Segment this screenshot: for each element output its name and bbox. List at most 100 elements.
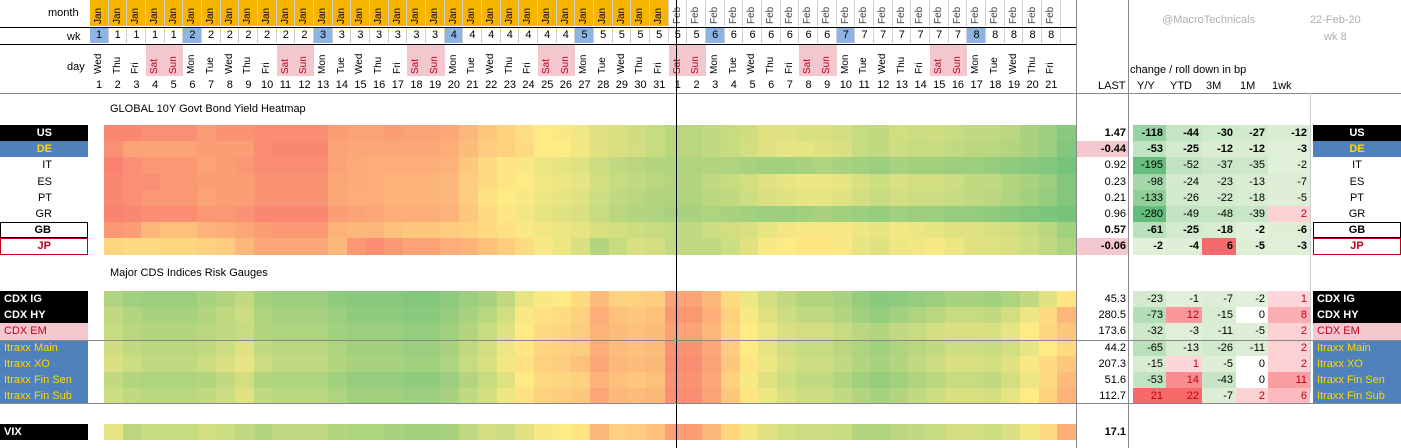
week-cell xyxy=(426,27,445,43)
month-cell xyxy=(370,0,389,26)
heat-cell xyxy=(347,189,367,206)
week-number: 2 xyxy=(208,29,215,41)
week-cell xyxy=(258,27,277,43)
heat-cell xyxy=(739,307,759,324)
heat-cell xyxy=(982,173,1002,190)
month-label: Feb xyxy=(671,6,683,24)
change-value: -24 xyxy=(1166,173,1202,190)
month-cell xyxy=(407,0,427,26)
heat-cell xyxy=(122,173,142,190)
heat-cell xyxy=(309,157,329,174)
heat-cell xyxy=(178,125,198,142)
heat-cell xyxy=(365,173,385,190)
heat-cell xyxy=(664,372,684,389)
heat-cell xyxy=(683,355,703,372)
heat-cell xyxy=(178,189,198,206)
heat-cell xyxy=(1001,222,1021,239)
heat-cell xyxy=(870,125,890,142)
heat-cell xyxy=(963,372,984,389)
day-number: 13 xyxy=(895,79,909,91)
heat-cell xyxy=(496,125,516,142)
heat-cell xyxy=(851,189,871,206)
heat-cell xyxy=(272,339,292,356)
heat-cell xyxy=(552,339,572,356)
heat-cell xyxy=(683,189,703,206)
heat-cell xyxy=(720,238,741,255)
heat-cell xyxy=(160,307,180,324)
heat-cell xyxy=(1019,189,1040,206)
heat-cell xyxy=(1038,173,1058,190)
heat-cell xyxy=(309,206,329,223)
week-cell xyxy=(90,27,109,43)
heat-cell xyxy=(347,157,367,174)
heat-cell xyxy=(889,424,909,441)
heat-cell xyxy=(833,424,853,441)
day-name: Sun xyxy=(559,56,571,74)
change-value: -3 xyxy=(1268,141,1310,158)
heat-cell xyxy=(1019,141,1040,158)
heat-cell xyxy=(421,238,441,255)
month-label: Jan xyxy=(149,7,160,24)
row-label: US xyxy=(0,125,88,142)
day-name: Tue xyxy=(989,57,1001,74)
month-cell xyxy=(1042,0,1061,26)
change-column-header: Y/Y xyxy=(1137,80,1155,92)
heat-cell xyxy=(440,206,460,223)
heat-cell xyxy=(496,424,516,441)
heat-cell xyxy=(739,173,759,190)
heat-cell xyxy=(982,339,1002,356)
heat-cell xyxy=(926,323,946,340)
heat-cell xyxy=(496,323,516,340)
heat-cell xyxy=(216,141,236,158)
heat-cell xyxy=(272,307,292,324)
heat-cell xyxy=(833,157,853,174)
heat-cell xyxy=(590,173,610,190)
heat-cell xyxy=(889,291,909,308)
month-label: Jan xyxy=(317,7,329,24)
month-cell xyxy=(575,0,595,26)
change-value: 2 xyxy=(1236,388,1268,405)
change-value: -23 xyxy=(1202,173,1236,190)
day-number: 12 xyxy=(877,79,890,91)
row-label: PT xyxy=(0,189,88,206)
heat-cell xyxy=(1057,189,1077,206)
change-value: -30 xyxy=(1202,125,1236,142)
heat-cell xyxy=(776,355,797,372)
month-label: Jan xyxy=(578,7,590,24)
heat-cell xyxy=(104,355,124,372)
heat-cell xyxy=(720,355,741,372)
last-value: 173.6 xyxy=(1077,323,1129,340)
change-value: -53 xyxy=(1133,372,1166,389)
heat-cell xyxy=(552,238,572,255)
week-cell xyxy=(575,27,595,43)
day-name: Fri xyxy=(130,62,142,74)
heat-cell xyxy=(104,173,124,190)
heat-cell xyxy=(515,323,535,340)
week-number: 5 xyxy=(618,29,625,41)
heat-cell xyxy=(459,307,479,324)
change-value: -280 xyxy=(1133,206,1166,223)
week-cell xyxy=(519,27,539,43)
heat-cell xyxy=(234,355,255,372)
month-label: Feb xyxy=(709,6,721,24)
heat-cell xyxy=(571,222,591,239)
heat-cell xyxy=(590,355,610,372)
heat-cell xyxy=(720,291,741,308)
month-label: Jan xyxy=(223,7,235,24)
month-label: Jan xyxy=(261,7,273,24)
heat-cell xyxy=(384,323,404,340)
heat-cell xyxy=(1019,339,1040,356)
heat-cell xyxy=(496,206,516,223)
heat-cell xyxy=(907,372,927,389)
heat-cell xyxy=(664,238,684,255)
heat-cell xyxy=(590,157,610,174)
heat-cell xyxy=(496,238,516,255)
heat-cell xyxy=(963,125,984,142)
day-row-label: day xyxy=(67,61,85,73)
heatmap-title-cds: Major CDS Indices Risk Gauges xyxy=(110,267,268,279)
heat-cell xyxy=(477,388,498,405)
heat-cell xyxy=(926,372,946,389)
heat-cell xyxy=(234,206,255,223)
heat-cell xyxy=(982,206,1002,223)
heat-cell xyxy=(1019,125,1040,142)
